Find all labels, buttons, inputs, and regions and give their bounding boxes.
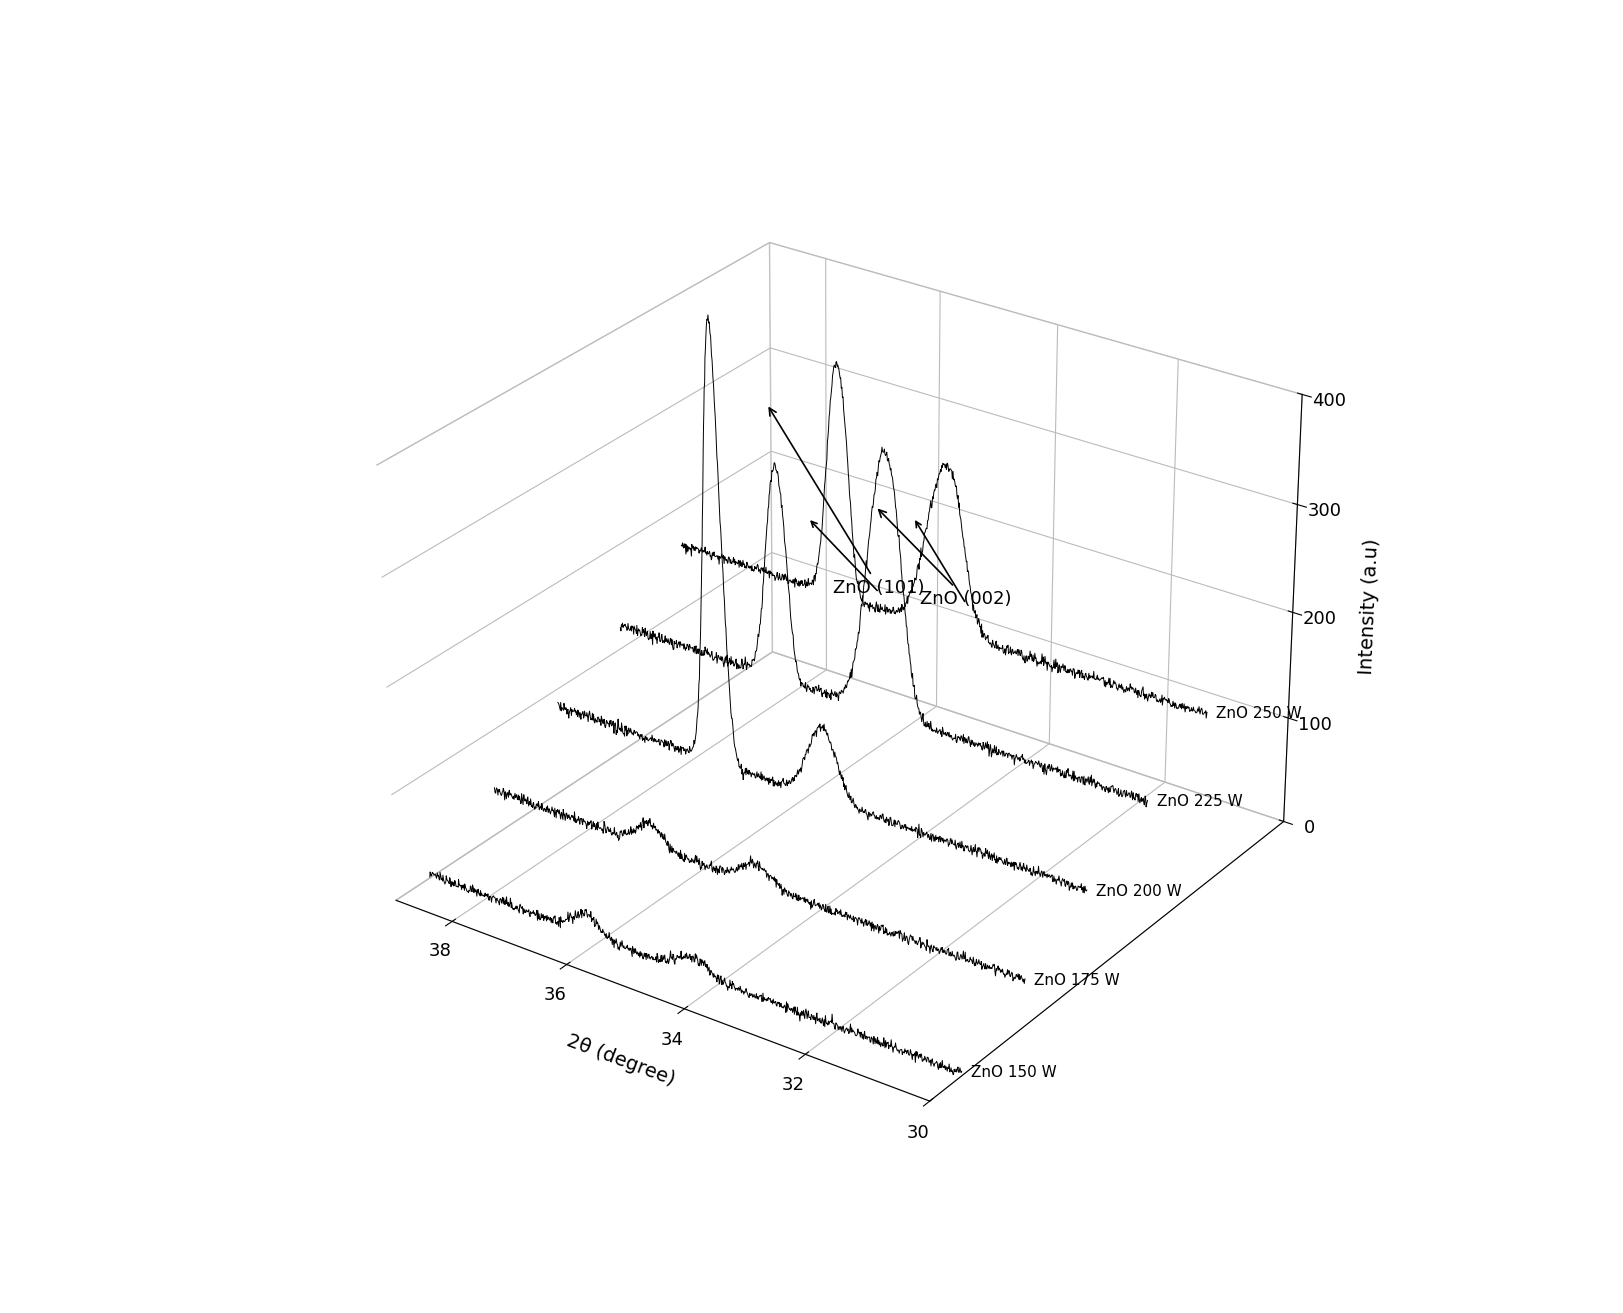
X-axis label: 2θ (degree): 2θ (degree) xyxy=(563,1031,677,1088)
Text: ZnO (101): ZnO (101) xyxy=(769,408,925,596)
Text: ZnO (002): ZnO (002) xyxy=(878,509,1011,608)
